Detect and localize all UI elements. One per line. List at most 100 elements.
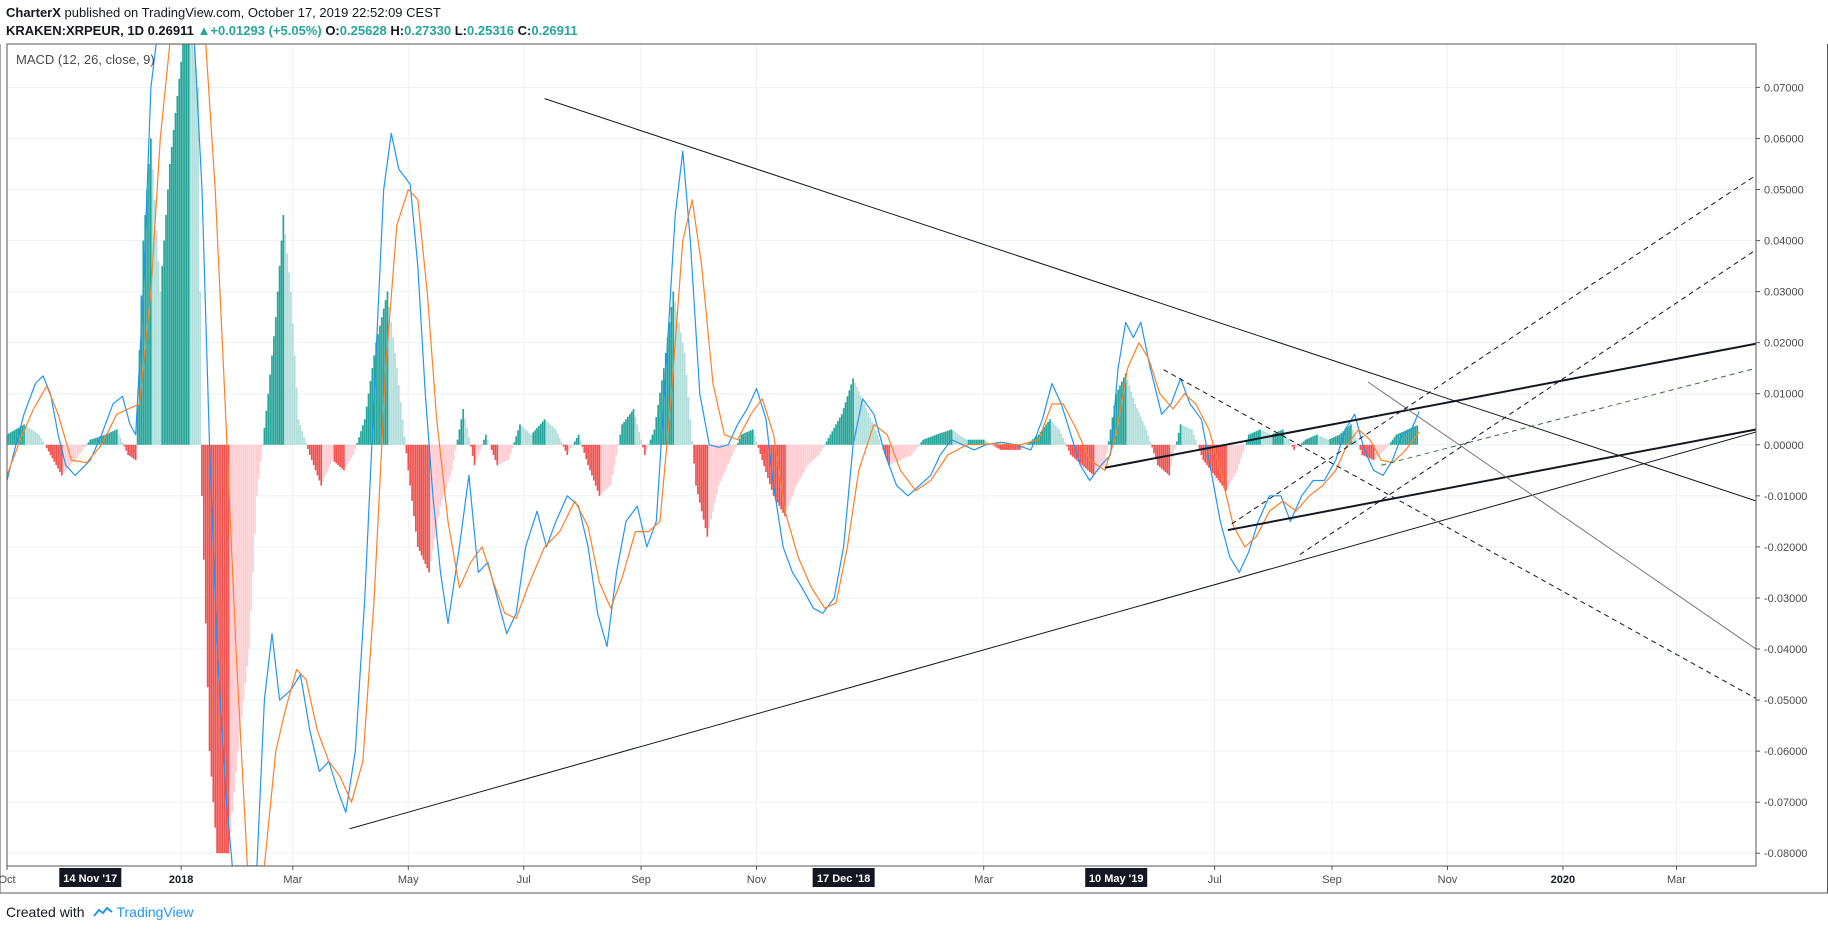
histogram-bar bbox=[835, 424, 837, 445]
histogram-bar bbox=[13, 430, 16, 445]
histogram-bar bbox=[1079, 444, 1082, 464]
histogram-bar bbox=[377, 334, 379, 445]
histogram-bar bbox=[609, 444, 612, 486]
histogram-bar bbox=[1179, 424, 1182, 445]
histogram-bar bbox=[288, 272, 290, 445]
histogram-bar bbox=[715, 444, 718, 495]
histogram-bar bbox=[1060, 433, 1063, 445]
histogram-bar bbox=[814, 444, 817, 459]
dashed-trendline bbox=[1163, 369, 1756, 699]
histogram-bar bbox=[621, 424, 624, 445]
histogram-bar bbox=[1238, 444, 1241, 465]
histogram-bar bbox=[362, 425, 364, 445]
histogram-bar bbox=[218, 444, 220, 854]
histogram-bar bbox=[42, 441, 44, 445]
price-change: +0.01293 (+5.05%) bbox=[210, 23, 322, 38]
histogram-bar bbox=[426, 444, 429, 569]
y-tick-label: 0.02000 bbox=[1764, 338, 1804, 350]
histogram-bar bbox=[1005, 444, 1008, 450]
histogram-bar bbox=[344, 444, 347, 468]
histogram-bar bbox=[1183, 426, 1186, 445]
histogram-bar bbox=[38, 434, 41, 445]
histogram-bar bbox=[1291, 444, 1294, 447]
histogram-bar bbox=[435, 444, 438, 529]
histogram-bar bbox=[280, 240, 283, 445]
histogram-bar bbox=[1308, 437, 1311, 445]
histogram-bar bbox=[437, 444, 440, 518]
histogram-bar bbox=[810, 444, 813, 462]
tradingview-link[interactable]: TradingView bbox=[116, 904, 194, 920]
histogram-bar bbox=[691, 441, 694, 445]
histogram-bar bbox=[447, 444, 449, 483]
histogram-bar bbox=[97, 437, 99, 445]
histogram-bar bbox=[839, 417, 841, 445]
histogram-bar bbox=[649, 439, 652, 445]
histogram-bar bbox=[127, 444, 129, 455]
histogram-bar bbox=[905, 444, 907, 458]
x-tick-label: Nov bbox=[747, 874, 767, 886]
histogram-bar bbox=[761, 444, 764, 461]
histogram-bar bbox=[180, 61, 182, 445]
histogram-bar bbox=[1054, 425, 1057, 445]
histogram-bar bbox=[1147, 435, 1150, 445]
histogram-bar bbox=[763, 444, 765, 467]
histogram-bar bbox=[1293, 444, 1295, 450]
histogram-bar bbox=[1051, 421, 1053, 445]
histogram-bar bbox=[931, 436, 934, 445]
histogram-bar bbox=[731, 444, 733, 456]
time-axis[interactable]: Oct 2018 Mar May Jul Sep Nov Mar Jul Sep Nov 2020 Ma… bbox=[0, 866, 1686, 887]
histogram-bar bbox=[494, 444, 497, 461]
histogram-bar bbox=[1030, 440, 1032, 445]
histogram-bar bbox=[511, 444, 514, 449]
histogram-bar bbox=[577, 434, 580, 445]
histogram-bar bbox=[1104, 444, 1106, 466]
histogram-bar bbox=[572, 444, 574, 446]
price-axis[interactable]: 0.07000 0.06000 0.05000 0.04000 0.03000 … bbox=[1756, 82, 1807, 860]
histogram-bar bbox=[901, 444, 904, 460]
histogram-bar bbox=[343, 444, 345, 471]
histogram-bar bbox=[485, 434, 487, 445]
histogram-bar bbox=[167, 189, 169, 445]
histogram-bar bbox=[829, 434, 832, 445]
histogram-bar bbox=[1295, 444, 1297, 449]
histogram-bar bbox=[863, 403, 866, 445]
histogram-bar bbox=[1240, 444, 1242, 459]
histogram-bar bbox=[320, 444, 323, 486]
y-tick-label: -0.05000 bbox=[1764, 695, 1807, 707]
histogram-bar bbox=[257, 444, 260, 479]
histogram-bar bbox=[291, 323, 294, 445]
y-tick-label: 0.04000 bbox=[1764, 236, 1804, 248]
histogram-bar bbox=[72, 444, 75, 463]
histogram-bar bbox=[1321, 437, 1324, 445]
histogram-bar bbox=[543, 419, 546, 445]
histogram-bar bbox=[305, 443, 307, 445]
histogram-bar bbox=[808, 444, 811, 464]
trendlines[interactable] bbox=[349, 98, 1756, 830]
histogram-bar bbox=[1346, 427, 1348, 445]
histogram-bar bbox=[1283, 432, 1286, 445]
histogram-bar bbox=[912, 444, 915, 453]
histogram-bar bbox=[462, 409, 465, 445]
histogram-bar bbox=[740, 434, 743, 445]
histogram-bar bbox=[1077, 444, 1080, 462]
histogram-bar bbox=[960, 435, 962, 445]
indicator-legend[interactable]: MACD (12, 26, close, 9) bbox=[16, 52, 155, 67]
histogram-bar bbox=[1191, 429, 1193, 445]
x-tick-label: Jul bbox=[1208, 874, 1222, 886]
author-link[interactable]: CharterX bbox=[6, 5, 61, 20]
histogram-bar bbox=[390, 322, 393, 445]
histogram-bar bbox=[199, 291, 201, 445]
histogram-bar bbox=[74, 444, 76, 461]
symbol-label[interactable]: KRAKEN:XRPEUR, 1D bbox=[6, 23, 144, 38]
histogram-bar bbox=[880, 444, 883, 446]
histogram-bar bbox=[1073, 444, 1076, 459]
histogram-bar bbox=[1370, 444, 1373, 460]
histogram-bar bbox=[515, 436, 518, 445]
histogram-bar bbox=[380, 317, 383, 445]
histogram-bar bbox=[1312, 436, 1314, 445]
histogram-bar bbox=[522, 427, 525, 445]
histogram-bar bbox=[178, 78, 181, 445]
histogram-bar bbox=[64, 444, 67, 472]
histogram-bar bbox=[382, 308, 385, 445]
